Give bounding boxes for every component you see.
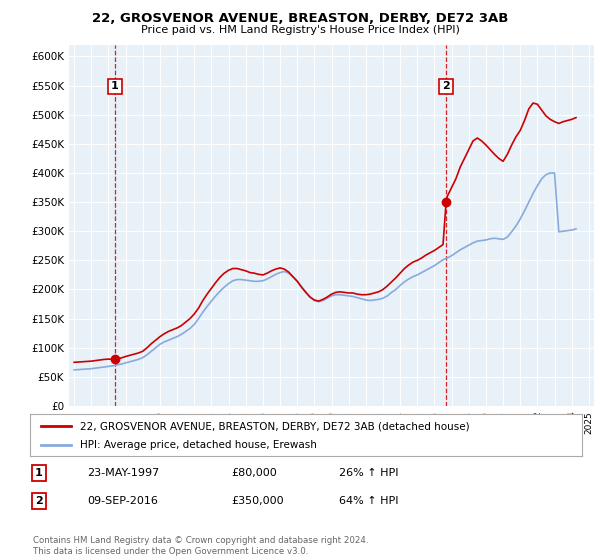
Text: 2: 2	[442, 81, 450, 91]
Text: 2: 2	[35, 496, 43, 506]
Text: 26% ↑ HPI: 26% ↑ HPI	[339, 468, 398, 478]
Text: 23-MAY-1997: 23-MAY-1997	[87, 468, 159, 478]
Text: Price paid vs. HM Land Registry's House Price Index (HPI): Price paid vs. HM Land Registry's House …	[140, 25, 460, 35]
Text: HPI: Average price, detached house, Erewash: HPI: Average price, detached house, Erew…	[80, 440, 317, 450]
Text: £80,000: £80,000	[231, 468, 277, 478]
Text: 22, GROSVENOR AVENUE, BREASTON, DERBY, DE72 3AB: 22, GROSVENOR AVENUE, BREASTON, DERBY, D…	[92, 12, 508, 25]
Text: 22, GROSVENOR AVENUE, BREASTON, DERBY, DE72 3AB (detached house): 22, GROSVENOR AVENUE, BREASTON, DERBY, D…	[80, 421, 469, 431]
Text: 64% ↑ HPI: 64% ↑ HPI	[339, 496, 398, 506]
Text: 09-SEP-2016: 09-SEP-2016	[87, 496, 158, 506]
Text: 1: 1	[111, 81, 119, 91]
Text: Contains HM Land Registry data © Crown copyright and database right 2024.
This d: Contains HM Land Registry data © Crown c…	[33, 536, 368, 556]
Text: £350,000: £350,000	[231, 496, 284, 506]
Text: 1: 1	[35, 468, 43, 478]
